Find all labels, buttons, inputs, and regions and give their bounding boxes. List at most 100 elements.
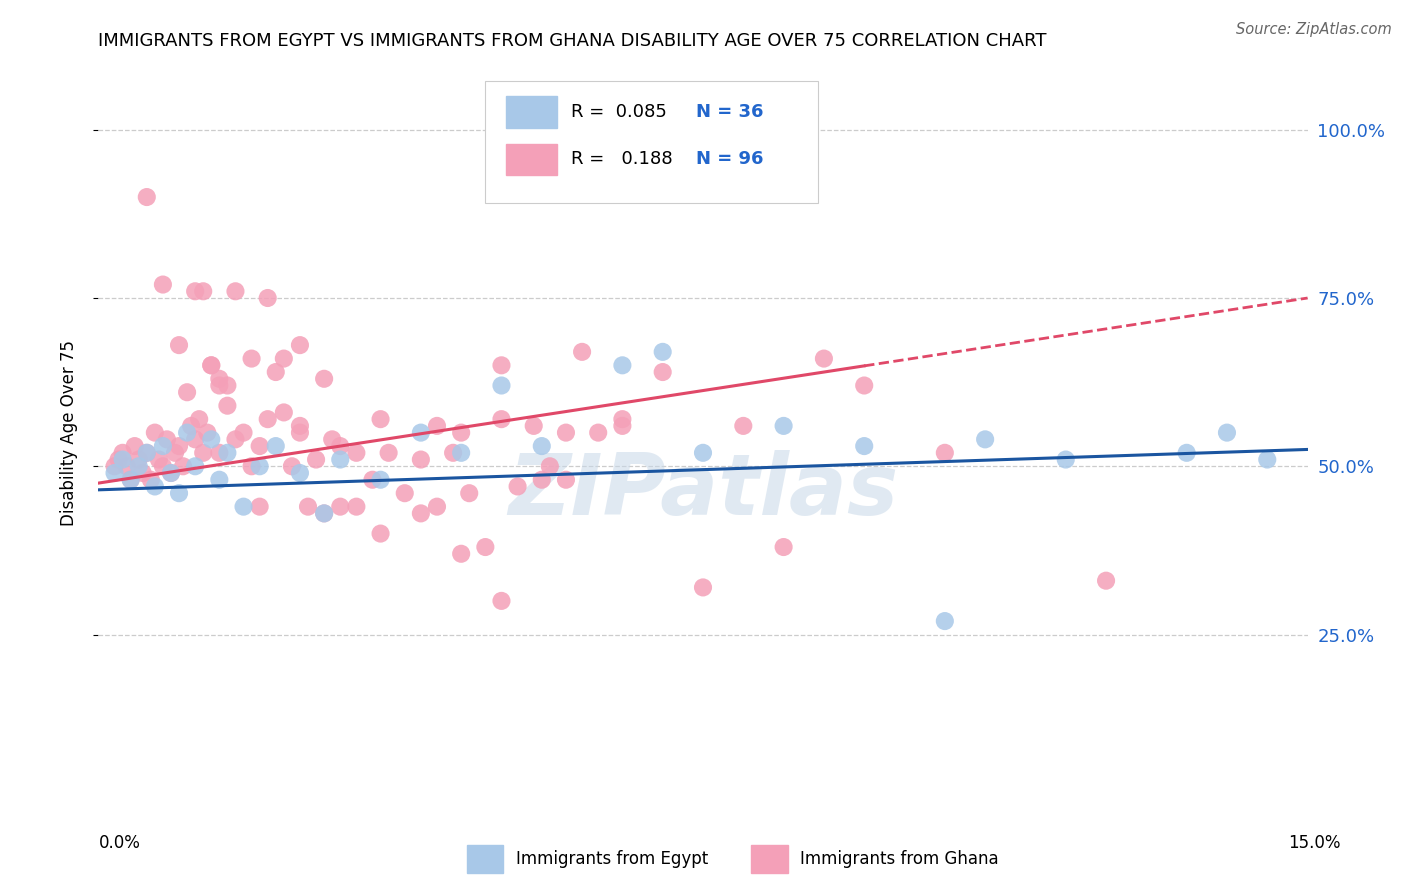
Point xyxy=(264,439,287,453)
Point xyxy=(426,500,449,514)
Point xyxy=(249,500,271,514)
Point xyxy=(217,446,239,460)
Point xyxy=(934,614,956,628)
Point xyxy=(370,526,392,541)
Point xyxy=(115,459,138,474)
Point xyxy=(232,425,254,440)
Text: IMMIGRANTS FROM EGYPT VS IMMIGRANTS FROM GHANA DISABILITY AGE OVER 75 CORRELATIO: IMMIGRANTS FROM EGYPT VS IMMIGRANTS FROM… xyxy=(98,32,1047,50)
Point xyxy=(200,433,222,447)
Point xyxy=(256,291,278,305)
Point xyxy=(111,446,134,460)
Point xyxy=(692,446,714,460)
Point xyxy=(813,351,835,366)
Point xyxy=(208,446,231,460)
Point xyxy=(120,473,142,487)
Point xyxy=(152,459,174,474)
Point xyxy=(188,412,211,426)
Point xyxy=(217,399,239,413)
Point xyxy=(128,459,150,474)
Point xyxy=(184,433,207,447)
Point xyxy=(132,466,155,480)
Point xyxy=(193,446,215,460)
Point xyxy=(586,425,609,440)
Point xyxy=(491,359,513,373)
Point xyxy=(208,378,231,392)
Point xyxy=(612,418,634,433)
Point xyxy=(491,594,513,608)
Point xyxy=(450,425,472,440)
Point xyxy=(135,446,157,460)
Point xyxy=(394,486,416,500)
Point xyxy=(163,446,186,460)
Text: 0.0%: 0.0% xyxy=(98,834,141,852)
Point xyxy=(612,412,634,426)
Point xyxy=(538,459,561,474)
Point xyxy=(249,459,271,474)
Point xyxy=(426,418,449,433)
Point xyxy=(124,439,146,453)
Point xyxy=(135,190,157,204)
Point xyxy=(344,446,367,460)
Text: Immigrants from Egypt: Immigrants from Egypt xyxy=(516,850,707,868)
Point xyxy=(409,452,432,467)
Point xyxy=(853,378,876,392)
Point xyxy=(281,459,304,474)
Point xyxy=(160,466,183,480)
Point xyxy=(288,418,311,433)
Point xyxy=(217,378,239,392)
Point xyxy=(305,452,328,467)
Point xyxy=(256,412,278,426)
Point xyxy=(152,439,174,453)
Point xyxy=(232,500,254,514)
Point xyxy=(314,507,336,521)
Point xyxy=(409,425,432,440)
Bar xyxy=(506,144,557,175)
Point xyxy=(148,452,170,467)
Bar xyxy=(751,845,787,873)
Point xyxy=(224,433,246,447)
Y-axis label: Disability Age Over 75: Disability Age Over 75 xyxy=(59,340,77,525)
Point xyxy=(264,365,287,379)
Point xyxy=(288,425,311,440)
Point xyxy=(321,433,343,447)
Point xyxy=(409,507,432,521)
Point xyxy=(195,425,218,440)
Point xyxy=(571,344,593,359)
Text: Immigrants from Ghana: Immigrants from Ghana xyxy=(800,850,998,868)
Point xyxy=(1175,446,1198,460)
Point xyxy=(523,418,546,433)
Text: ZIPatlas: ZIPatlas xyxy=(508,450,898,533)
Bar xyxy=(506,96,557,128)
Point xyxy=(733,418,755,433)
Text: N = 96: N = 96 xyxy=(696,151,763,169)
Point xyxy=(167,486,190,500)
Point xyxy=(176,425,198,440)
Point xyxy=(361,473,384,487)
Point xyxy=(772,418,794,433)
Point xyxy=(370,473,392,487)
Point xyxy=(224,285,246,299)
Point xyxy=(240,351,263,366)
Point xyxy=(474,540,496,554)
Point xyxy=(491,412,513,426)
Point xyxy=(135,446,157,460)
Point xyxy=(530,473,553,487)
Point xyxy=(156,433,179,447)
Point xyxy=(160,466,183,480)
Point xyxy=(370,412,392,426)
Point xyxy=(853,439,876,453)
Point xyxy=(329,500,352,514)
Point xyxy=(193,285,215,299)
Point xyxy=(692,581,714,595)
Point xyxy=(651,365,673,379)
Point xyxy=(249,439,271,453)
Point xyxy=(152,277,174,292)
Point xyxy=(612,359,634,373)
Point xyxy=(450,446,472,460)
Point xyxy=(273,405,295,419)
Text: 15.0%: 15.0% xyxy=(1288,834,1341,852)
Point xyxy=(458,486,481,500)
Point xyxy=(143,425,166,440)
Point xyxy=(111,452,134,467)
Text: N = 36: N = 36 xyxy=(696,103,763,121)
